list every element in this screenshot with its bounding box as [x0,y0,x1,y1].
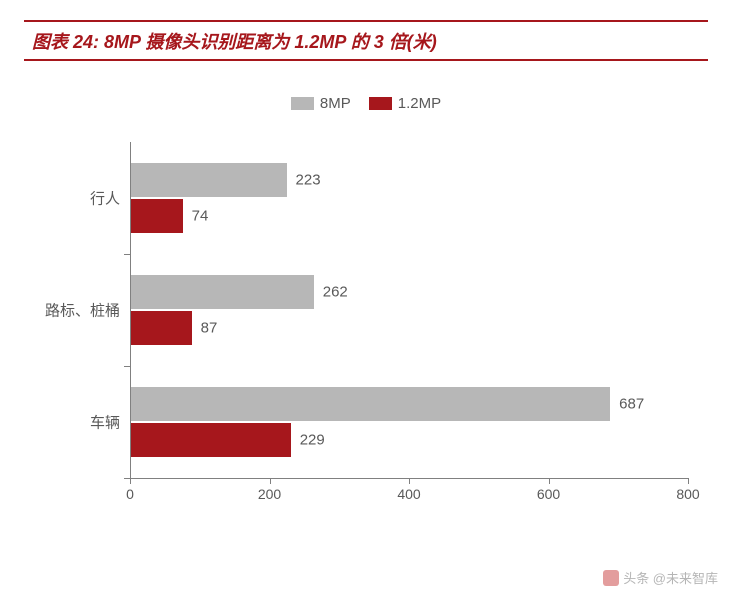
legend-item: 8MP [291,95,351,112]
legend-label: 1.2MP [398,95,441,112]
legend: 8MP 1.2MP [0,95,732,112]
bar-value-label: 687 [619,396,644,413]
chart-title: 图表 24: 8MP 摄像头识别距离为 1.2MP 的 3 倍(米) [32,32,437,52]
x-tick [130,478,131,484]
y-tick [124,254,130,255]
y-tick [124,366,130,367]
x-tick [688,478,689,484]
bar [131,311,192,345]
bar [131,423,291,457]
x-tick-label: 400 [397,486,420,502]
legend-swatch [291,97,314,110]
bar [131,163,287,197]
bar [131,275,314,309]
x-tick [409,478,410,484]
category-label: 车辆 [0,412,120,433]
x-tick-label: 600 [537,486,560,502]
bar-value-label: 262 [323,284,348,301]
x-tick-label: 0 [126,486,134,502]
chart-title-band: 图表 24: 8MP 摄像头识别距离为 1.2MP 的 3 倍(米) [24,20,708,61]
x-tick-label: 200 [258,486,281,502]
chart-area: 0200400600800行人22374路标、桩桶26287车辆687229 [130,136,688,506]
watermark-text: 头条 @未来智库 [623,568,718,587]
bar [131,387,610,421]
x-tick-label: 800 [676,486,699,502]
bar-value-label: 74 [192,207,209,224]
legend-label: 8MP [320,95,351,112]
watermark: 头条 @未来智库 [603,568,718,587]
category-label: 行人 [0,188,120,209]
bar-value-label: 223 [296,172,321,189]
legend-item: 1.2MP [369,95,441,112]
plot: 0200400600800行人22374路标、桩桶26287车辆687229 [130,136,688,506]
bar [131,199,183,233]
legend-swatch [369,97,392,110]
watermark-icon [603,570,619,586]
y-tick [124,478,130,479]
bar-value-label: 87 [201,319,218,336]
x-tick [549,478,550,484]
bar-value-label: 229 [300,431,325,448]
x-tick [270,478,271,484]
category-label: 路标、桩桶 [0,300,120,321]
